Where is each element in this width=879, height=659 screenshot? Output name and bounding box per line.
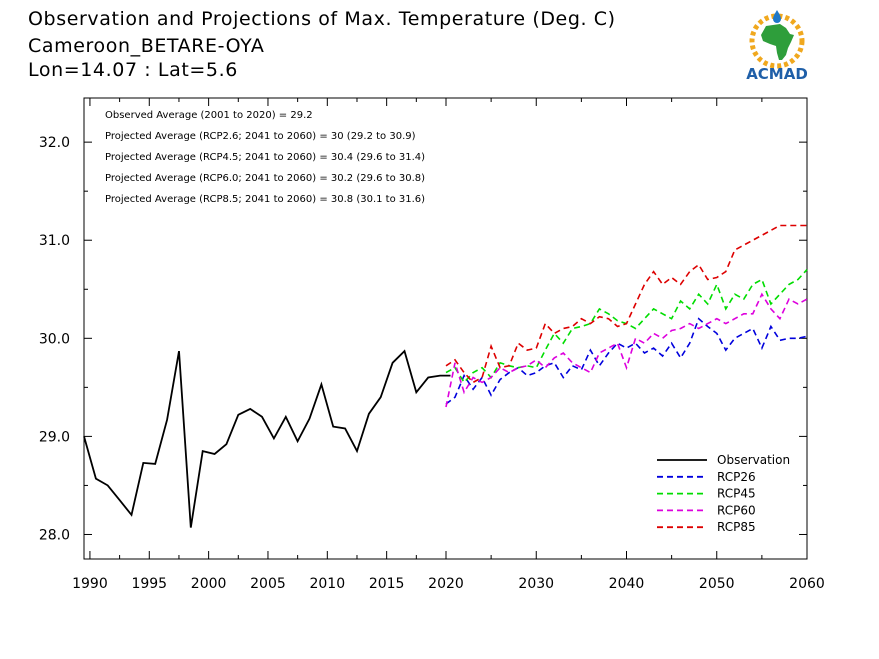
- acmad-logo: ACMAD: [746, 10, 808, 83]
- series-line-rcp85: [445, 224, 807, 384]
- legend-label: RCP60: [717, 503, 756, 517]
- annotation-line: Observed Average (2001 to 2020) = 29.2: [105, 110, 313, 121]
- water-drop-icon: [773, 10, 781, 23]
- series-lines: [83, 224, 808, 528]
- annotation-line: Projected Average (RCP6.0; 2041 to 2060)…: [105, 173, 425, 184]
- x-tick-label: 2010: [309, 576, 345, 592]
- x-tick-label: 2040: [609, 576, 645, 592]
- y-tick-label: 32.0: [39, 135, 70, 151]
- annotation-block: Observed Average (2001 to 2020) = 29.2 Pr…: [105, 110, 425, 205]
- legend-label: Observation: [717, 453, 790, 467]
- x-tick-label: 1990: [72, 576, 108, 592]
- annotation-line: Projected Average (RCP8.5; 2041 to 2060)…: [105, 194, 425, 205]
- series-line-rcp60: [445, 292, 808, 408]
- annotation-line: Projected Average (RCP2.6; 2041 to 2060)…: [105, 131, 416, 142]
- legend-label: RCP85: [717, 520, 756, 534]
- legend: Observation RCP26 RCP45 RCP60 RCP85: [657, 453, 790, 534]
- station-name: Cameroon_BETARE-OYA: [28, 35, 265, 57]
- chart-title: Observation and Projections of Max. Temp…: [28, 8, 616, 30]
- x-tick-label: 2060: [789, 576, 825, 592]
- series-line-rcp26: [445, 317, 808, 405]
- y-tick-label: 31.0: [39, 233, 70, 249]
- y-tick-label: 30.0: [39, 331, 70, 347]
- x-tick-label: 2050: [699, 576, 735, 592]
- logo-text: ACMAD: [746, 65, 808, 83]
- africa-map-icon: [761, 24, 794, 60]
- axes: 28.0 29.0 30.0 31.0 32.0 1990 1995 2000 2005 2010…: [39, 98, 825, 592]
- y-tick-label: 29.0: [39, 429, 70, 445]
- sun-rays-icon: [749, 13, 805, 69]
- y-tick-label: 28.0: [39, 527, 70, 543]
- x-tick-label: 2020: [428, 576, 464, 592]
- x-tick-label: 1995: [131, 576, 167, 592]
- legend-label: RCP26: [717, 470, 756, 484]
- x-tick-label: 2030: [518, 576, 554, 592]
- x-tick-label: 2015: [369, 576, 405, 592]
- x-tick-label: 2005: [250, 576, 286, 592]
- station-coordinates: Lon=14.07 : Lat=5.6: [28, 59, 238, 81]
- x-tick-label: 2000: [191, 576, 227, 592]
- annotation-line: Projected Average (RCP4.5; 2041 to 2060)…: [105, 152, 425, 163]
- series-line-observation: [83, 349, 451, 528]
- legend-label: RCP45: [717, 487, 756, 501]
